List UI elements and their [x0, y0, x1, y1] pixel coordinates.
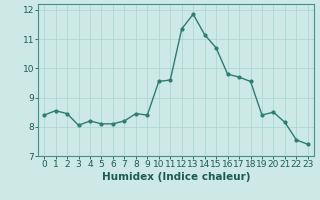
X-axis label: Humidex (Indice chaleur): Humidex (Indice chaleur)	[102, 172, 250, 182]
